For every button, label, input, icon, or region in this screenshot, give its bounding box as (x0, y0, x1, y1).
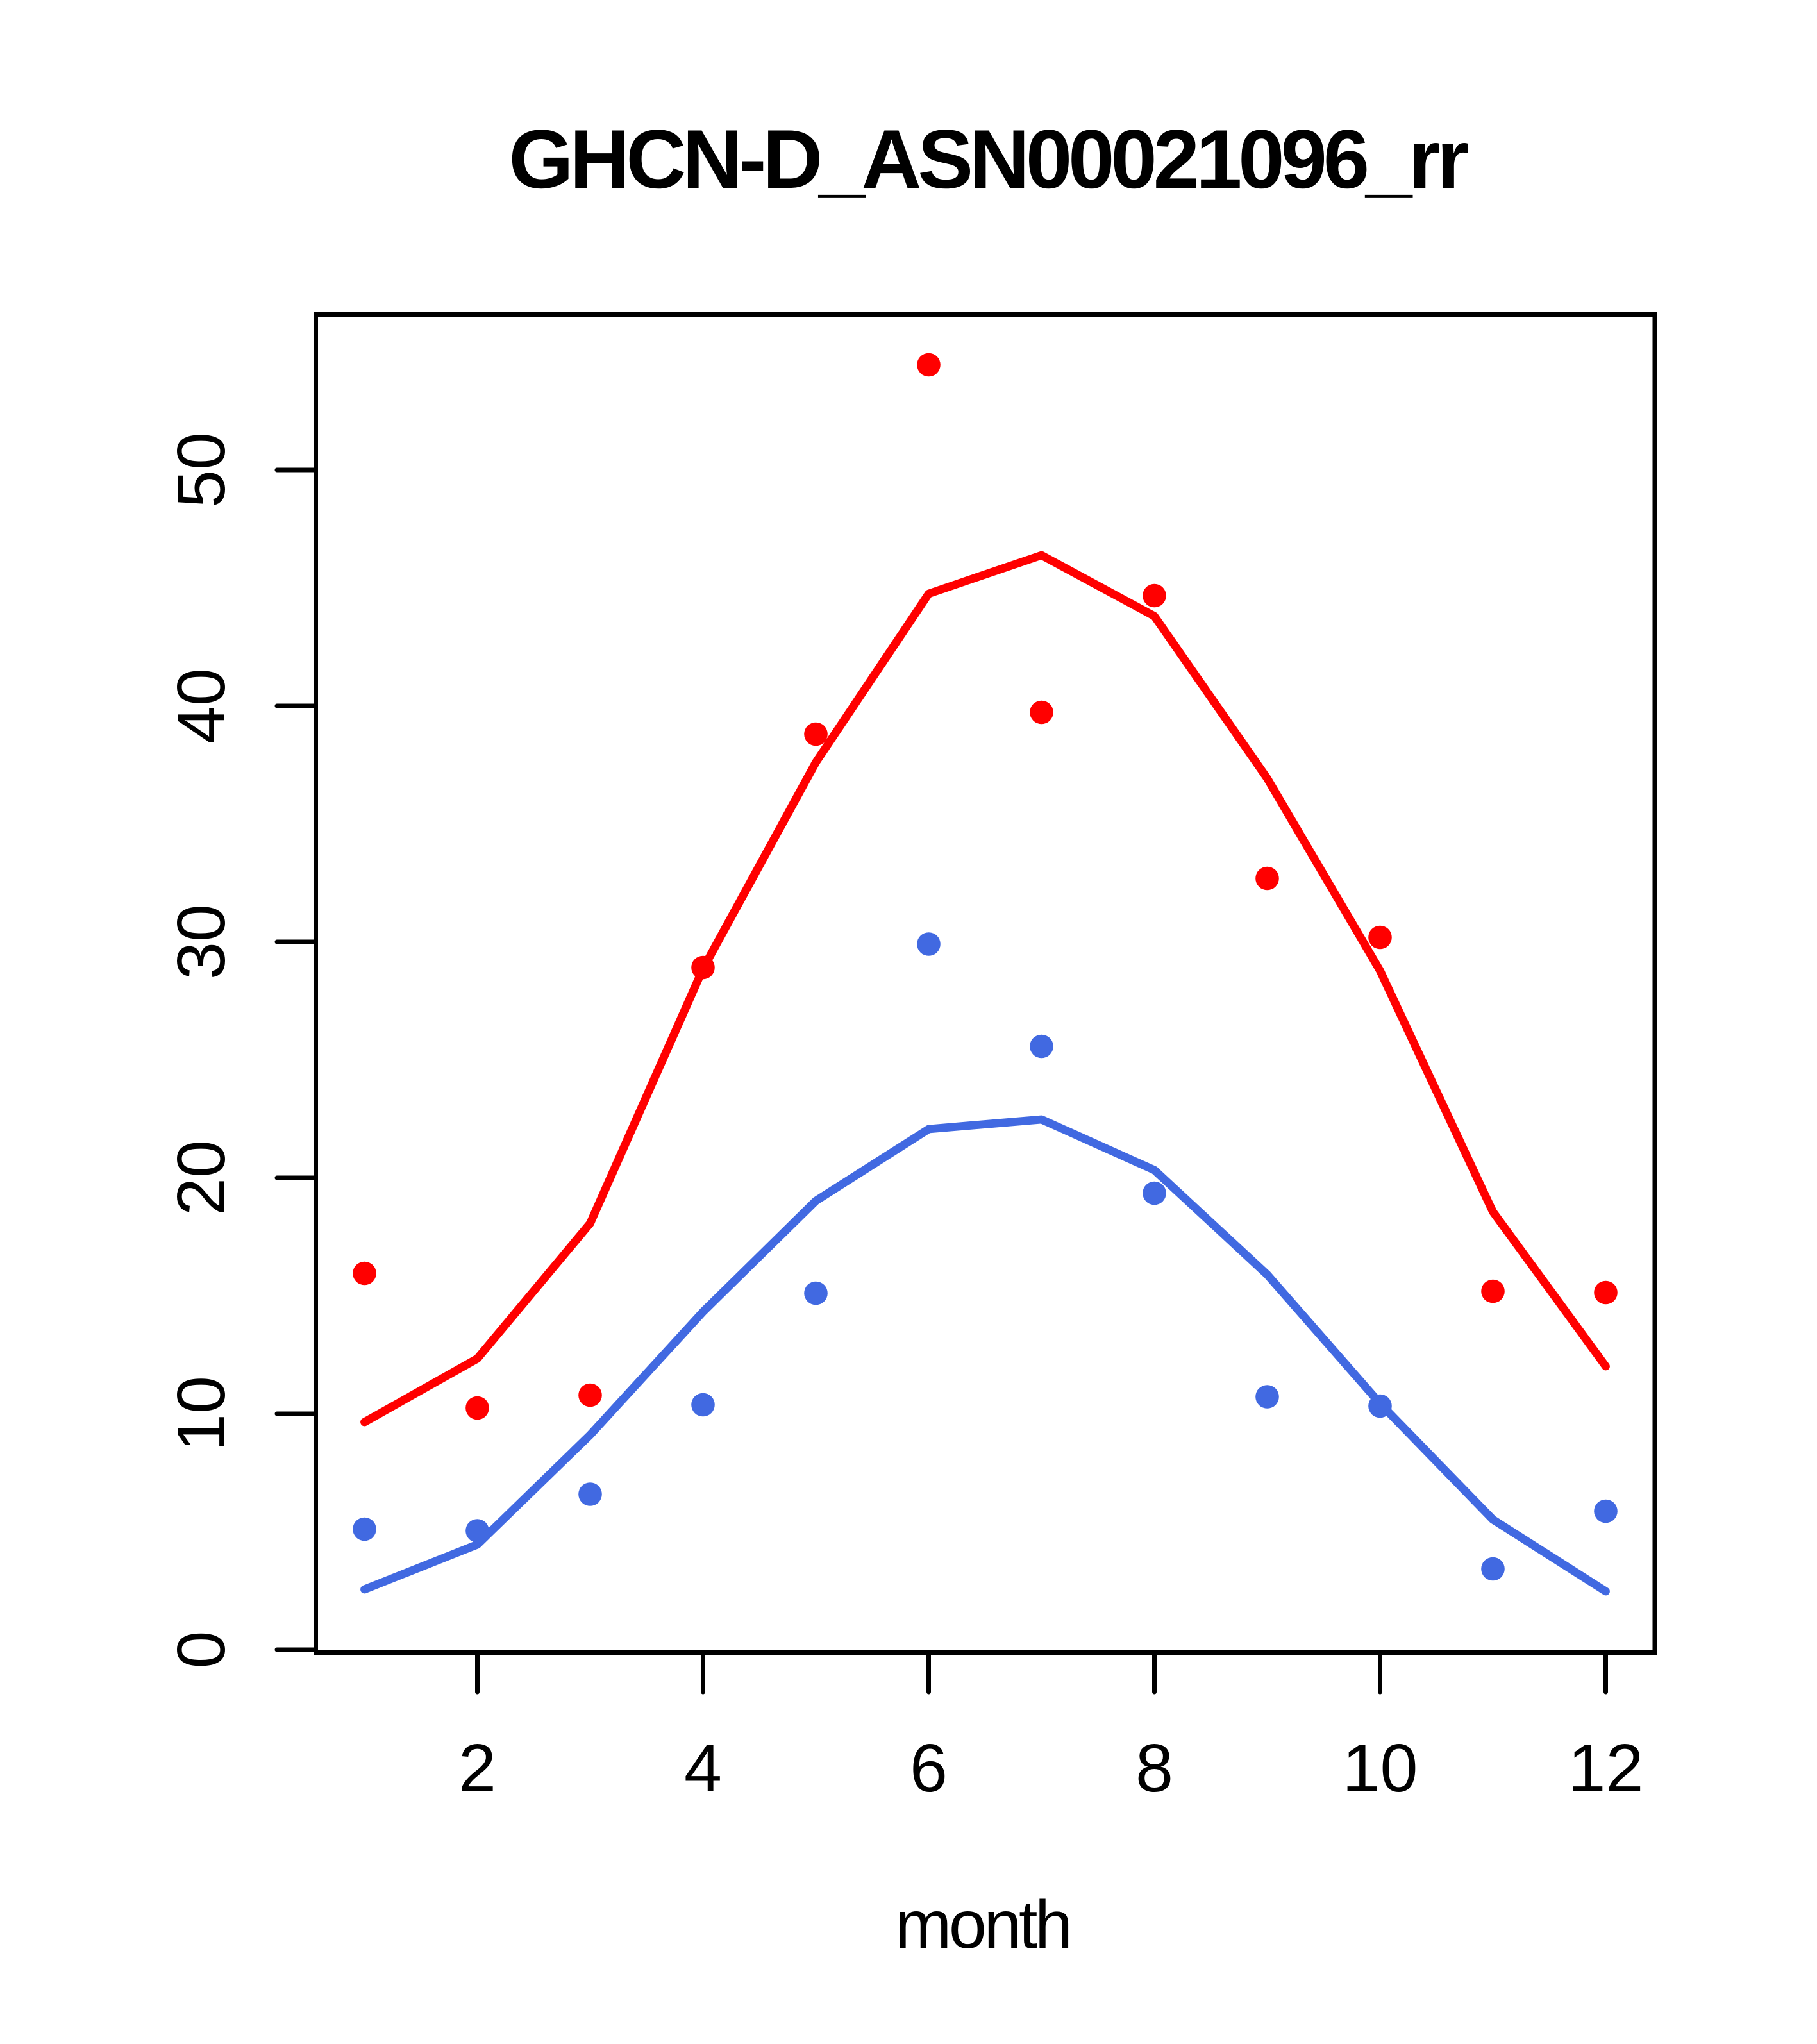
svg-text:40: 40 (163, 668, 239, 744)
svg-text:10: 10 (163, 1376, 239, 1452)
svg-text:month: month (895, 1887, 1073, 1963)
svg-text:0: 0 (163, 1631, 239, 1669)
svg-text:GHCN-D_ASN00021096_rr: GHCN-D_ASN00021096_rr (509, 112, 1470, 206)
svg-text:8: 8 (1135, 1730, 1173, 1806)
svg-text:20: 20 (163, 1140, 239, 1216)
svg-text:4: 4 (684, 1730, 722, 1806)
svg-text:6: 6 (910, 1730, 948, 1806)
svg-text:12: 12 (1568, 1730, 1644, 1806)
svg-text:10: 10 (1343, 1730, 1418, 1806)
svg-text:50: 50 (163, 432, 239, 508)
svg-text:2: 2 (458, 1730, 496, 1806)
svg-text:30: 30 (163, 904, 239, 980)
